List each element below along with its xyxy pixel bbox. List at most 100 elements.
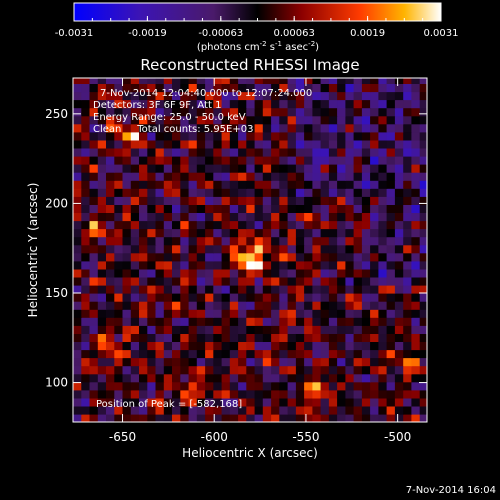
- heatmap-cell: [180, 365, 190, 375]
- heatmap-cell: [304, 276, 313, 286]
- heatmap-cell: [106, 131, 115, 141]
- heatmap-cell: [370, 325, 379, 334]
- heatmap-cell: [172, 317, 181, 326]
- heatmap-cell: [246, 236, 256, 246]
- heatmap-cell: [221, 107, 231, 117]
- heatmap-cell: [114, 260, 124, 270]
- heatmap-cell: [172, 301, 181, 310]
- heatmap-cell: [312, 139, 322, 149]
- heatmap-cell: [238, 220, 247, 230]
- heatmap-cell: [370, 381, 379, 391]
- heatmap-cell: [188, 107, 198, 117]
- heatmap-cell: [254, 115, 264, 125]
- heatmap-cell: [97, 236, 107, 246]
- heatmap-cell: [196, 115, 206, 125]
- heatmap-cell: [221, 260, 231, 270]
- heatmap-cell: [386, 301, 396, 310]
- heatmap-cell: [221, 236, 231, 246]
- heatmap-cell: [295, 333, 305, 342]
- heatmap-cell: [188, 260, 198, 270]
- heatmap-cell: [155, 333, 165, 342]
- heatmap-cell: [386, 276, 396, 286]
- heatmap-cell: [361, 172, 371, 181]
- heatmap-cell: [403, 260, 413, 270]
- heatmap-cell: [386, 212, 396, 222]
- heatmap-cell: [238, 228, 247, 238]
- heatmap-cell: [287, 357, 297, 367]
- heatmap-cell: [304, 155, 313, 165]
- heatmap-cell: [97, 115, 107, 125]
- heatmap-cell: [353, 196, 363, 205]
- heatmap-cell: [337, 301, 346, 310]
- heatmap-cell: [271, 123, 280, 133]
- heatmap-cell: [328, 155, 338, 165]
- heatmap-cell: [304, 381, 313, 391]
- heatmap-cell: [196, 204, 206, 213]
- heatmap-cell: [81, 78, 91, 84]
- heatmap-cell: [188, 309, 198, 318]
- heatmap-cell: [114, 317, 124, 326]
- heatmap-cell: [337, 228, 346, 238]
- heatmap-cell: [312, 244, 322, 254]
- heatmap-cell: [254, 196, 264, 205]
- heatmap-cell: [147, 325, 157, 334]
- heatmap-cell: [73, 349, 82, 359]
- heatmap-cell: [97, 131, 107, 141]
- heatmap-cell: [328, 413, 338, 422]
- heatmap-cell: [345, 260, 355, 270]
- heatmap-cell: [188, 147, 198, 157]
- heatmap-cell: [312, 212, 322, 222]
- heatmap-cell: [97, 284, 107, 294]
- heatmap-cell: [262, 204, 272, 213]
- heatmap-cell: [73, 301, 82, 310]
- heatmap-cell: [279, 139, 289, 149]
- heatmap-cell: [130, 212, 140, 222]
- heatmap-cell: [337, 284, 346, 294]
- heatmap-cell: [262, 155, 272, 165]
- heatmap-cell: [147, 180, 157, 189]
- heatmap-cell: [411, 389, 421, 399]
- heatmap-cell: [411, 317, 421, 326]
- heatmap-cell: [271, 301, 280, 310]
- heatmap-cell: [81, 309, 91, 318]
- heatmap-cell: [122, 413, 132, 422]
- heatmap-cell: [279, 99, 289, 109]
- heatmap-cell: [221, 188, 231, 197]
- heatmap-cell: [106, 373, 115, 383]
- heatmap-cell: [279, 405, 289, 415]
- heatmap-cell: [172, 252, 181, 262]
- heatmap-cell: [304, 260, 313, 270]
- heatmap-cell: [73, 284, 82, 294]
- heatmap-cell: [205, 220, 214, 230]
- heatmap-cell: [279, 107, 289, 117]
- heatmap-cell: [419, 172, 427, 181]
- heatmap-cell: [370, 115, 379, 125]
- heatmap-cell: [279, 341, 289, 351]
- heatmap-cell: [97, 373, 107, 383]
- heatmap-cell: [229, 196, 239, 205]
- heatmap-cell: [337, 131, 346, 141]
- heatmap-cell: [370, 228, 379, 238]
- heatmap-cell: [147, 405, 157, 415]
- heatmap-cell: [81, 236, 91, 246]
- heatmap-cell: [353, 204, 363, 213]
- heatmap-cell: [172, 293, 181, 302]
- heatmap-cell: [122, 107, 132, 117]
- heatmap-cell: [279, 188, 289, 197]
- heatmap-cell: [188, 139, 198, 149]
- heatmap-cell: [295, 172, 305, 181]
- heatmap-cell: [196, 357, 206, 367]
- heatmap-cell: [312, 236, 322, 246]
- heatmap-cell: [378, 381, 388, 391]
- heatmap-cell: [378, 252, 388, 262]
- heatmap-cell: [73, 139, 82, 149]
- heatmap-cell: [295, 309, 305, 318]
- heatmap-cell: [279, 123, 289, 133]
- heatmap-cell: [180, 83, 190, 93]
- heatmap-cell: [370, 172, 379, 181]
- heatmap-cell: [163, 244, 173, 254]
- heatmap-cell: [386, 268, 396, 278]
- heatmap-cell: [328, 293, 338, 302]
- heatmap-cell: [246, 139, 256, 149]
- heatmap-cell: [213, 309, 223, 318]
